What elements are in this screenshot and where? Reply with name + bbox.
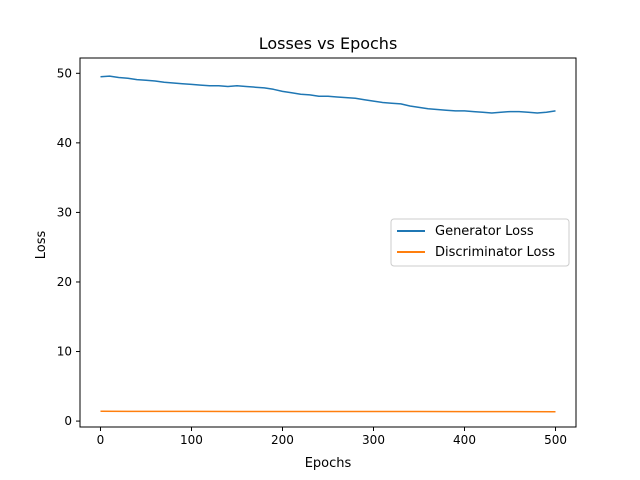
x-tick-label: 200 [271,433,294,447]
legend: Generator Loss Discriminator Loss [390,218,570,267]
x-tick-label: 300 [362,433,385,447]
y-tick-label: 20 [57,275,72,289]
series-line-0 [100,75,556,114]
x-tick-label: 500 [544,433,567,447]
legend-box [390,218,570,267]
series-lines [100,75,556,413]
y-tick-label: 0 [64,414,72,428]
x-tick-label: 100 [180,433,203,447]
x-tick-label: 400 [453,433,476,447]
y-tick-label: 40 [57,136,72,150]
y-tick-label: 30 [57,205,72,219]
y-tick-label: 50 [57,66,72,80]
y-tick-label: 10 [57,345,72,359]
x-tick-label: 0 [97,433,105,447]
legend-label: Discriminator Loss [435,245,555,260]
y-axis-label: Loss [34,231,49,260]
chart-title: Losses vs Epochs [259,34,398,53]
axis-ticks: 0 100 200 300 400 500 0 10 20 30 40 50 [57,66,567,447]
legend-label: Generator Loss [435,224,534,239]
x-axis-label: Epochs [305,456,352,471]
axes-frame [79,57,577,428]
